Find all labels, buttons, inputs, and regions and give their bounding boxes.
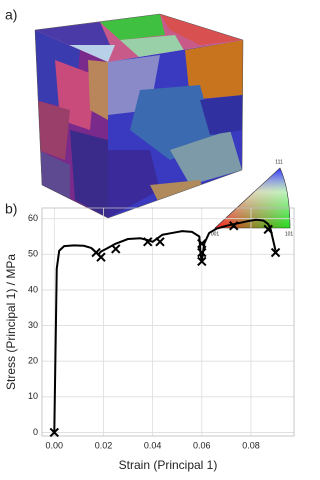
x-tick-label: 0.08 [242,440,260,450]
x-marker [197,247,207,258]
ipf-key: 111 001 101 [211,159,294,237]
x-marker [263,224,273,235]
x-marker [229,221,239,231]
x-tick-label: 0.06 [193,440,211,450]
y-tick-label: 0 [33,427,38,437]
y-tick-label: 60 [28,213,38,223]
plot-frame [41,207,295,437]
stress-strain-chart: 0 10 20 30 40 50 60 0.00 0.02 0.04 0.06 0.08 Strain … [4,207,295,472]
ipf-label: 111 [275,159,283,165]
y-tick-label: 40 [28,284,38,294]
ipf-label: 101 [285,231,294,237]
x-marker [143,237,153,247]
x-tick-label: 0.02 [95,440,113,450]
x-marker [270,247,281,258]
x-marker [155,237,165,247]
y-tick-label: 20 [28,356,38,366]
y-tick-label: 50 [28,249,38,259]
x-tick-label: 0.04 [144,440,162,450]
x-marker [96,252,106,262]
stress-strain-line [53,218,277,433]
x-marker [197,256,207,267]
grain-cube [34,13,244,219]
panel-label: a) [5,7,17,23]
x-tick-label: 0.00 [46,440,64,450]
figure: a) b) [4,7,295,472]
panel-label: b) [5,201,17,217]
x-axis-label: Strain (Principal 1) [119,458,218,472]
ipf-label: 001 [211,231,220,237]
y-tick-label: 30 [28,320,38,330]
x-marker [111,244,121,254]
y-tick-label: 10 [28,391,38,401]
y-axis-label: Stress (Principal 1) / MPa [4,254,18,390]
x-marker [197,238,207,249]
x-marker [49,427,59,438]
